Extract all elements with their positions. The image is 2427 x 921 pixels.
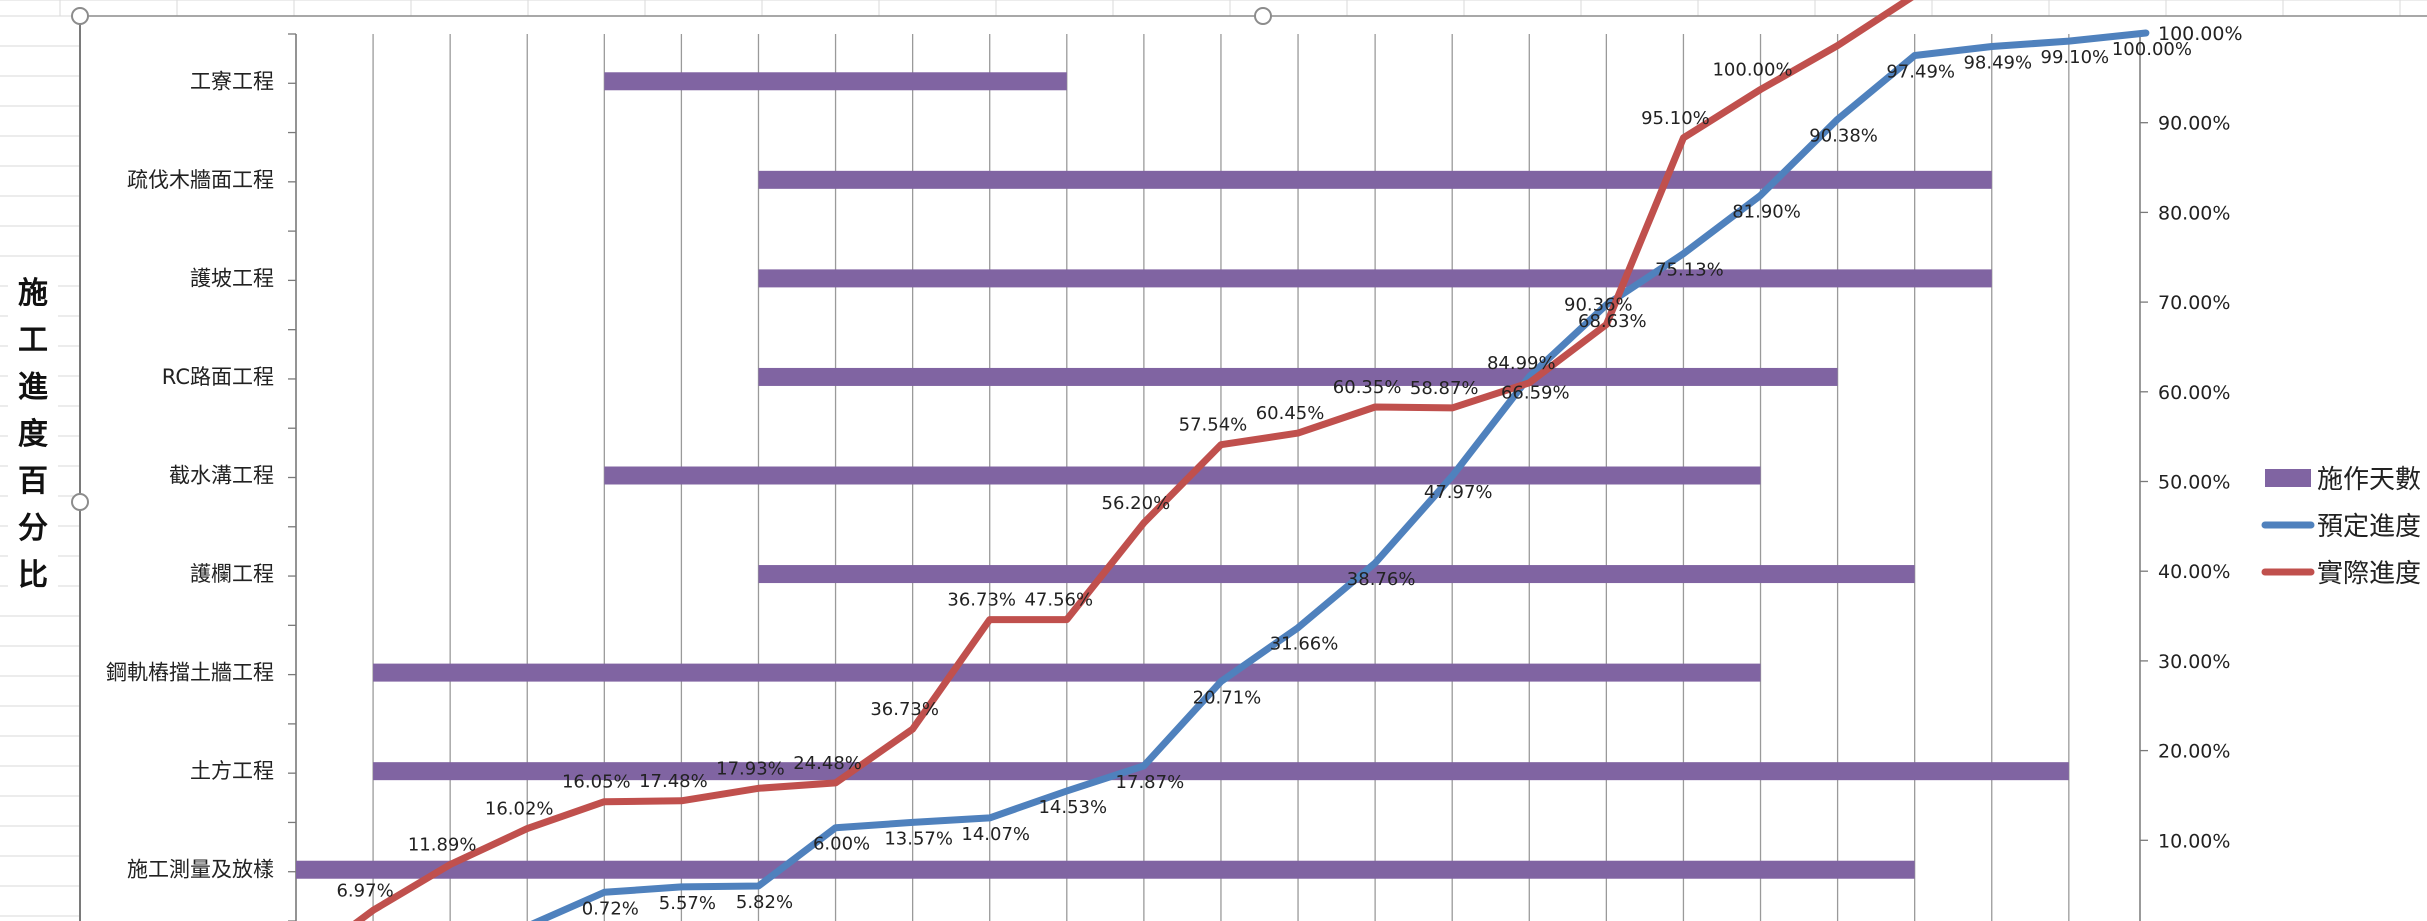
planned-data-label: 0.72% [582,898,639,919]
y-axis-title: 施 工 進 度 百 分 比 [8,270,58,599]
category-label: 工寮工程 [190,69,274,93]
value-tick-label: 100.00% [2158,23,2243,45]
task-bar [758,269,1992,288]
category-axis-labels: 施工測量及放樣 土方工程 鋼軌樁擋土牆工程 護欄工程 截水溝工程 RC路面工程 護坡工程 疏伐… [106,69,274,881]
legend-label: 施作天數 [2317,465,2421,495]
category-label: 護欄工程 [190,562,274,586]
value-tick-label: 70.00% [2158,292,2230,314]
actual-progress-line [352,0,1914,921]
task-bar [758,367,1838,386]
planned-data-label: 100.00% [2112,39,2192,60]
category-label: 截水溝工程 [169,464,274,488]
y-axis-title-char: 分 [18,511,48,546]
chart-axes [79,15,2427,921]
planned-data-label: 81.90% [1732,201,1801,222]
y-axis-title-char: 施 [18,276,48,311]
actual-data-label: 16.05% [562,772,631,793]
actual-data-label: 36.73% [947,590,1016,611]
planned-data-label: 14.07% [961,824,1030,845]
planned-data-label: 5.82% [736,892,793,913]
planned-data-label: 68.63% [1578,311,1647,332]
planned-data-label: 13.57% [884,828,953,849]
planned-data-label: 66.59% [1501,383,1570,404]
category-label: 鋼軌樁擋土牆工程 [106,661,274,685]
selection-handles [71,7,1272,511]
value-tick-label: 40.00% [2158,561,2230,583]
actual-data-label: 57.54% [1179,415,1248,436]
category-label: 土方工程 [190,759,274,783]
progress-lines [352,0,2150,921]
task-bar [758,565,1915,584]
y-axis-title-char: 百 [18,464,48,499]
planned-data-label: 38.76% [1347,569,1416,590]
planned-data-label: 75.13% [1655,260,1724,281]
value-tick-label: 30.00% [2158,651,2230,673]
right-axis-tick-labels: 10.00% 20.00% 30.00% 40.00% 50.00% 60.00% 70.0… [2158,23,2243,852]
actual-data-label: 16.02% [485,799,554,820]
value-tick-label: 80.00% [2158,202,2230,224]
category-label: 施工測量及放樣 [127,858,274,882]
planned-data-label: 17.87% [1116,772,1185,793]
value-tick-label: 60.00% [2158,382,2230,404]
y-axis-title-char: 比 [18,558,48,593]
actual-data-label: 11.89% [408,835,477,856]
task-bar [373,762,2069,781]
actual-data-label: 56.20% [1102,493,1171,514]
value-tick-label: 10.00% [2158,830,2230,852]
planned-data-label: 6.00% [813,834,870,855]
task-bar [604,466,1761,485]
value-tick-label: 20.00% [2158,741,2230,763]
planned-data-label: 5.57% [659,893,716,914]
y-axis-title-char: 進 [18,370,48,405]
planned-progress-line [530,29,2150,921]
actual-data-label: 95.10% [1641,108,1710,129]
resize-handle [1254,7,1272,25]
legend-swatch-bar [2265,469,2311,487]
actual-data-label: 58.87% [1410,378,1479,399]
actual-data-label: 6.97% [336,880,393,901]
resize-handle [71,7,89,25]
task-bars [296,72,2069,879]
actual-data-label: 100.00% [1712,60,1792,81]
actual-data-label: 90.36% [1564,295,1633,316]
planned-data-label: 98.49% [1963,53,2032,74]
task-bar [373,663,1761,682]
legend-label: 實際進度 [2317,559,2421,589]
task-bar [296,860,1915,879]
actual-data-label: 24.48% [793,753,862,774]
value-tick-label: 90.00% [2158,113,2230,135]
category-label: 疏伐木牆面工程 [127,168,274,192]
task-bar [758,170,1992,189]
planned-data-label: 14.53% [1038,797,1107,818]
actual-data-label: 60.45% [1256,403,1325,424]
actual-data-label: 84.99% [1487,353,1556,374]
planned-data-label: 31.66% [1270,634,1339,655]
actual-data-label: 47.56% [1024,590,1093,611]
planned-data-label: 97.49% [1886,62,1955,83]
actual-data-label: 17.93% [716,758,785,779]
data-labels: 0.41%0.72%5.57%5.82%6.00%13.57%14.07%14.… [336,39,2192,919]
planned-data-label: 47.97% [1424,482,1493,503]
actual-data-label: 36.73% [870,699,939,720]
actual-data-label: 60.35% [1333,377,1402,398]
y-axis-title-char: 工 [18,323,48,358]
y-axis-title-char: 度 [18,417,48,452]
category-label: RC路面工程 [162,365,274,389]
category-label: 護坡工程 [190,266,274,290]
task-bar [604,72,1067,91]
actual-data-label: 17.48% [639,771,708,792]
planned-data-label: 20.71% [1193,688,1262,709]
planned-data-label: 90.38% [1809,125,1878,146]
planned-data-label: 99.10% [2041,47,2110,68]
value-tick-label: 50.00% [2158,472,2230,494]
resize-handle [71,493,89,511]
legend-label: 預定進度 [2317,512,2421,542]
